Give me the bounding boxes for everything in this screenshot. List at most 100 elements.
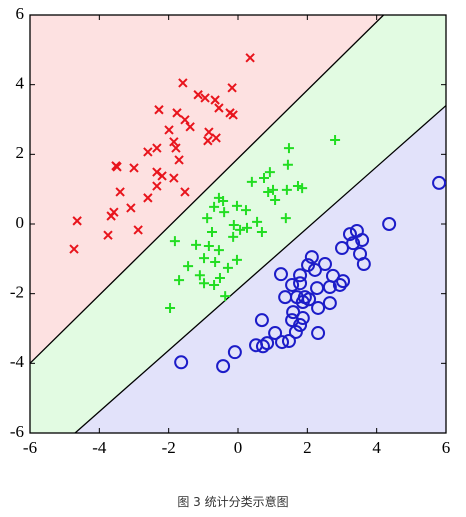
point <box>254 313 269 328</box>
point <box>169 137 179 147</box>
point <box>240 205 251 216</box>
point <box>152 181 162 191</box>
point <box>302 292 317 307</box>
point <box>228 231 239 242</box>
point <box>180 187 190 197</box>
point <box>281 184 292 195</box>
point <box>185 122 195 132</box>
y-tick-label: 2 <box>16 143 25 162</box>
point <box>270 194 281 205</box>
point <box>249 338 264 353</box>
point <box>283 143 294 154</box>
point <box>143 147 153 157</box>
point <box>336 274 351 289</box>
point <box>126 203 136 213</box>
x-tick-label: 0 <box>234 438 243 457</box>
y-tick-label: -2 <box>10 283 24 302</box>
point <box>285 277 300 292</box>
y-tick-label: -4 <box>10 352 25 371</box>
y-tick-label: 0 <box>16 213 25 232</box>
point <box>106 211 116 221</box>
point <box>180 115 190 125</box>
point <box>174 155 184 165</box>
x-tick-label: -2 <box>162 438 176 457</box>
point <box>178 78 188 88</box>
point <box>199 253 210 264</box>
point <box>200 93 210 103</box>
point <box>174 355 189 370</box>
point <box>194 270 205 281</box>
point <box>152 167 162 177</box>
caption: 图 3 统计分类示意图 <box>177 494 288 509</box>
point <box>235 224 246 235</box>
point <box>228 110 238 120</box>
point <box>288 324 303 339</box>
point <box>191 239 202 250</box>
point <box>129 163 139 173</box>
point <box>210 95 220 105</box>
point <box>342 227 357 242</box>
point <box>332 277 347 292</box>
point <box>259 173 269 184</box>
point <box>256 227 267 238</box>
point <box>214 103 224 113</box>
point <box>382 217 397 231</box>
point <box>169 236 180 247</box>
point <box>275 335 290 350</box>
point <box>255 339 270 354</box>
point <box>268 326 283 341</box>
point <box>252 216 263 227</box>
point <box>310 281 325 296</box>
y-tick-label: 6 <box>16 4 25 23</box>
point <box>231 200 242 211</box>
x-tick-label: 6 <box>442 438 451 457</box>
point <box>211 133 221 143</box>
point <box>268 184 279 195</box>
point <box>172 108 182 118</box>
point <box>293 318 308 333</box>
point <box>210 256 221 267</box>
point <box>171 143 181 153</box>
point <box>297 183 308 194</box>
point <box>199 278 210 289</box>
point <box>301 258 316 273</box>
point <box>304 250 319 265</box>
point <box>322 296 337 311</box>
point <box>231 254 242 265</box>
point <box>355 233 370 248</box>
point <box>214 272 225 283</box>
point <box>222 262 233 273</box>
point <box>165 302 176 313</box>
point <box>263 186 274 197</box>
point <box>72 216 82 226</box>
point <box>432 175 447 190</box>
point <box>133 225 143 235</box>
point <box>295 295 310 310</box>
x-tick-label: 2 <box>303 438 312 457</box>
point <box>111 161 121 171</box>
x-tick-label: -4 <box>92 438 107 457</box>
x-tick-label: 4 <box>372 438 381 457</box>
decision-boundary <box>29 14 385 364</box>
point <box>207 227 217 238</box>
point <box>318 257 333 272</box>
point <box>143 193 153 203</box>
point <box>282 159 293 170</box>
point <box>103 230 113 240</box>
y-tick-label: 4 <box>16 74 25 93</box>
point <box>280 213 291 224</box>
point <box>242 222 253 233</box>
point <box>281 334 296 349</box>
point <box>228 220 239 231</box>
point <box>346 236 361 251</box>
point <box>202 213 213 224</box>
point <box>335 241 349 256</box>
point <box>213 245 224 256</box>
point <box>307 262 322 277</box>
point <box>311 326 326 341</box>
point <box>154 105 164 115</box>
point <box>115 187 125 197</box>
point <box>183 261 194 272</box>
point <box>152 143 162 153</box>
y-tick-label: -6 <box>10 422 24 441</box>
